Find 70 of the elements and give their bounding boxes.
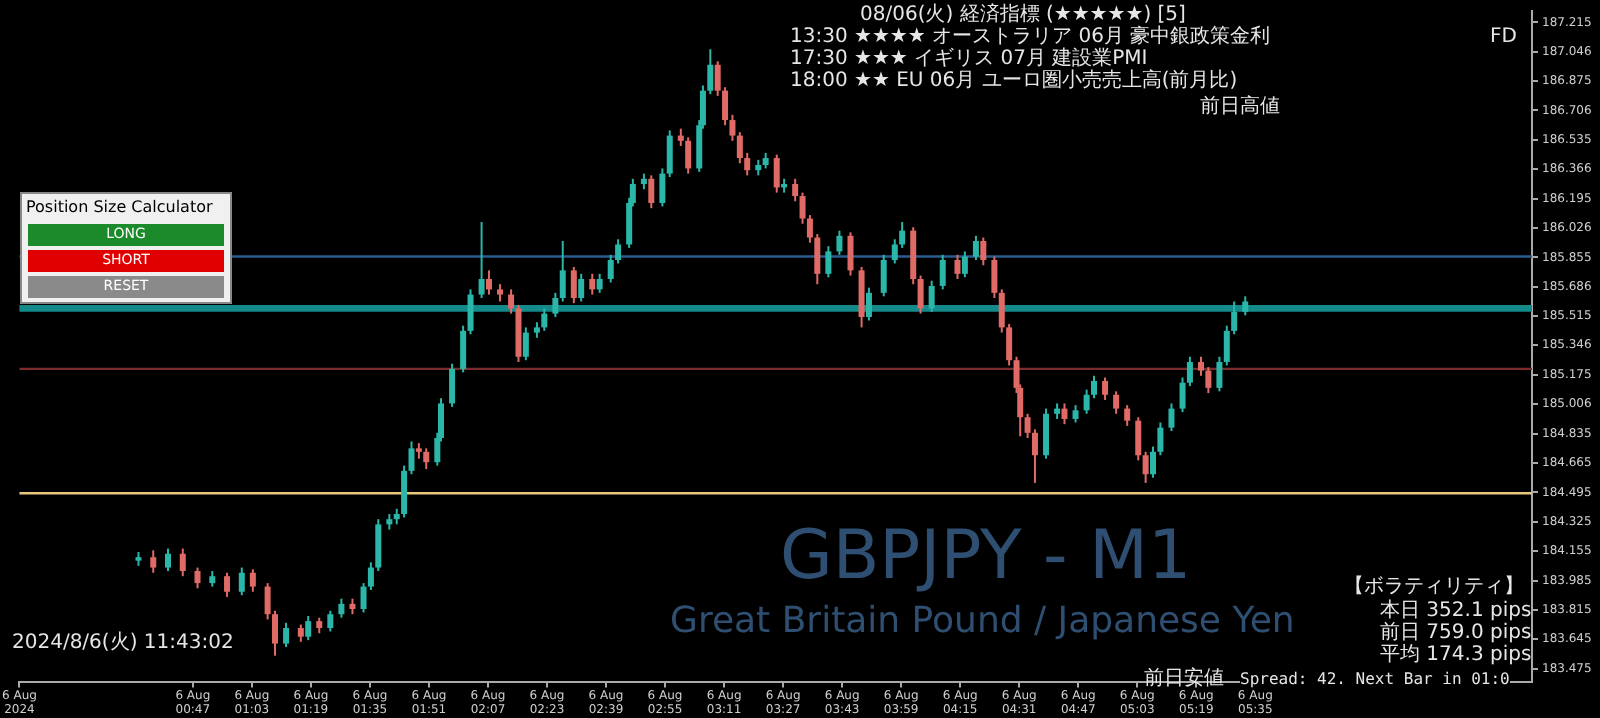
candlestick xyxy=(666,129,673,179)
candlestick xyxy=(1135,416,1142,462)
candlestick xyxy=(685,136,692,175)
candlestick xyxy=(570,265,577,305)
candlestick xyxy=(1113,390,1120,415)
candlestick xyxy=(773,153,780,194)
candlestick xyxy=(150,549,157,574)
annotation: 平均 174.3 pips xyxy=(1380,644,1532,666)
annotation: FD xyxy=(1490,26,1517,48)
annotation: 08/06(火) 経済指標 (★★★★★) [5] xyxy=(860,4,1186,26)
candlestick xyxy=(1124,404,1131,427)
candlestick xyxy=(847,231,854,277)
candlestick xyxy=(522,326,529,362)
candlestick xyxy=(467,288,474,336)
candlestick xyxy=(1216,355,1223,393)
candlestick xyxy=(1142,450,1149,484)
candlestick xyxy=(478,221,485,300)
candlestick xyxy=(338,597,345,619)
candlestick xyxy=(559,240,566,303)
annotation: 18:00 ★★ EU 06月 ユーロ圏小売売上高(前月比) xyxy=(790,70,1238,92)
candlestick xyxy=(541,307,548,332)
candlestick xyxy=(865,286,872,322)
candlestick xyxy=(327,609,334,633)
annotation: 17:30 ★★★ イギリス 07月 建設業PMI xyxy=(790,48,1148,70)
candlestick xyxy=(836,229,843,256)
candlestick xyxy=(1043,407,1050,460)
candlestick xyxy=(1242,295,1249,317)
candlestick xyxy=(224,571,231,598)
annotation: 本日 352.1 pips xyxy=(1380,600,1532,622)
annotation: Spread: 42. Next Bar in 01:0 xyxy=(1240,668,1510,690)
annotation: 前日 759.0 pips xyxy=(1380,622,1532,644)
candlestick xyxy=(589,272,596,296)
candlestick xyxy=(165,547,172,573)
candlestick xyxy=(1061,402,1068,426)
annotation: 2024/8/6(火) 11:43:02 xyxy=(12,632,234,654)
candlestick xyxy=(596,272,603,294)
annotation: 【ボラティリティ】 xyxy=(1344,576,1524,598)
candlestick xyxy=(972,234,979,262)
candlestick xyxy=(283,621,290,649)
candlestick xyxy=(648,174,655,210)
candlestick xyxy=(954,253,961,281)
candlestick xyxy=(449,362,456,408)
candlestick xyxy=(991,255,998,300)
candlestick xyxy=(825,245,832,279)
candlestick xyxy=(1102,376,1109,401)
candlestick xyxy=(939,253,946,291)
candlestick xyxy=(1168,402,1175,433)
candlestick xyxy=(917,274,924,315)
candlestick xyxy=(485,269,492,296)
candlestick xyxy=(858,265,865,329)
candlestick xyxy=(980,236,987,267)
candlestick xyxy=(423,447,430,471)
candlestick xyxy=(961,250,968,279)
annotation: 13:30 ★★★★ オーストラリア 06月 豪中銀政策金利 xyxy=(790,26,1271,48)
candlestick xyxy=(552,291,559,319)
candlestick xyxy=(659,167,666,208)
candlestick xyxy=(460,324,467,374)
annotation: 前日高値 xyxy=(1200,96,1280,118)
text: Great Britain Pound / Japanese Yen xyxy=(670,600,1295,642)
candlestick xyxy=(578,272,585,303)
annotation: Position Size Calculator xyxy=(24,196,215,220)
candlestick xyxy=(238,566,245,597)
candlestick xyxy=(928,279,935,313)
candlestick xyxy=(792,177,799,203)
candlestick xyxy=(179,547,186,578)
candlestick xyxy=(305,614,312,642)
candlestick xyxy=(880,253,887,298)
candlestick xyxy=(249,568,256,593)
candlestick xyxy=(194,566,201,590)
text: GBPJPY - M1 xyxy=(780,516,1192,596)
